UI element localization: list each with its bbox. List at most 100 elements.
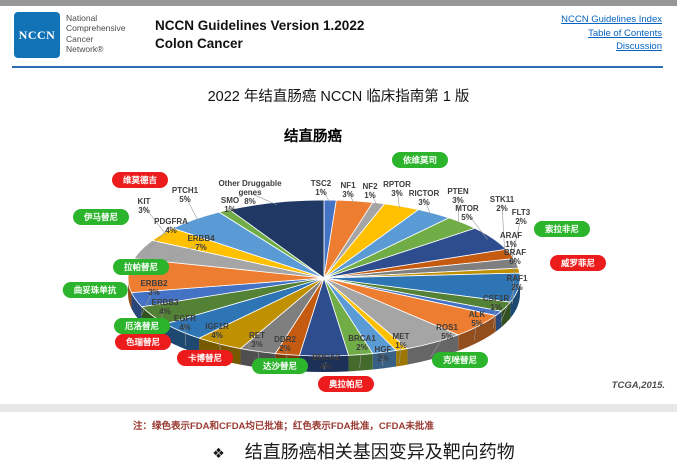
pie-slice-NF2	[323, 202, 386, 279]
pie-slice-BRAF	[323, 272, 521, 303]
gene-label-ERBB3: ERBB3 4%	[151, 297, 179, 316]
leader-line-PDGFRA	[147, 225, 172, 251]
pie-slice-side-CSF1R	[495, 311, 502, 332]
leader-line-TSC2	[320, 187, 331, 203]
drug-pill-8: 达沙替尼	[251, 358, 309, 374]
pie-slice-SMO	[217, 209, 325, 279]
pie-slice-ERBB3	[140, 277, 325, 325]
pie-slice-CSF1R	[323, 277, 503, 317]
leader-line-FLT3	[510, 216, 522, 264]
pie-slice-HGF	[323, 277, 397, 354]
pie-slice-EGFR	[164, 277, 325, 339]
leader-line-STK11	[501, 203, 506, 255]
leader-line-CSF1R	[493, 302, 497, 329]
leader-line-PTCH1	[184, 194, 199, 222]
gene-label-PDGFRA: PDGFRA 4%	[154, 216, 188, 235]
leader-line-NF2	[369, 190, 378, 206]
drug-pill-4: 索拉非尼	[533, 221, 591, 237]
pie-slice-ERBB2	[130, 277, 325, 308]
nccn-logo: NCCN	[14, 12, 60, 58]
top-edge-strip	[0, 0, 677, 6]
drug-pill-2: 伊马替尼	[72, 209, 130, 225]
leader-line-MTOR	[466, 212, 488, 240]
gene-label-IGF1R: IGF1R 4%	[205, 321, 229, 340]
link-table-of-contents[interactable]: Table of Contents	[588, 27, 662, 39]
leader-line-RET	[256, 339, 260, 366]
gene-label-ROS1: ROS1 5%	[436, 322, 458, 341]
pie-slice-side-ERBB4	[128, 278, 132, 309]
pie-slice-RICTOR	[323, 209, 451, 279]
gene-label-ARAF: ARAF 1%	[499, 230, 523, 249]
pie-slice-side-RET	[240, 348, 276, 370]
pie-slice-ROS1	[323, 277, 460, 350]
leader-line-ERBB4	[133, 242, 202, 276]
pie-slice-RPTOR	[323, 203, 420, 279]
drug-pill-5: 威罗菲尼	[549, 255, 607, 271]
link-guidelines-index[interactable]: NCCN Guidelines Index	[561, 14, 662, 25]
gene-label-STK11: STK11 2%	[489, 194, 515, 213]
guidelines-title-line1: NCCN Guidelines Version 1.2022	[155, 18, 365, 33]
diamond-bullet-icon: ❖	[212, 445, 225, 461]
drug-pill-7: 奥拉帕尼	[317, 376, 375, 392]
gene-label-TSC2: TSC2 1%	[310, 178, 332, 197]
pie-slice-STK11	[323, 248, 515, 279]
gene-label-PTCH1: PTCH1 5%	[171, 185, 199, 204]
drug-pill-9: 卡博替尼	[176, 350, 234, 366]
org-line: National	[66, 13, 98, 23]
gene-label-RAF1: RAF1 2%	[506, 273, 528, 292]
pie-slice-side-ROS1	[407, 334, 459, 365]
header-links: NCCN Guidelines Index Table of Contents …	[561, 13, 662, 54]
pie-slice-side-ERBB3	[141, 306, 166, 340]
leader-line-ERBB2	[141, 287, 155, 316]
pie-slice-IGF1R	[197, 277, 325, 350]
gene-label-RPTOR: RPTOR 3%	[383, 179, 411, 198]
leader-line-BRCA2	[323, 361, 327, 370]
gene-label-NF2: NF2 1%	[362, 181, 378, 200]
leader-line-ROS1	[430, 331, 448, 357]
link-discussion[interactable]: Discussion	[616, 41, 662, 52]
leader-line-ARAF	[510, 239, 514, 271]
pie-slice-side-BRAF	[510, 278, 520, 319]
pie-slice-TSC2	[323, 199, 337, 279]
gene-label-NF1: NF1 3%	[340, 180, 356, 199]
guidelines-title-line2: Colon Cancer	[155, 36, 243, 52]
leader-line-ALK	[473, 318, 478, 341]
slide-heading-text: 结直肠癌相关基因变异及靶向药物	[244, 442, 515, 462]
gene-label-CSF1R: CSF1R 1%	[482, 293, 510, 312]
pie-slice-ARAF	[323, 267, 521, 279]
approval-color-note: 注：绿色表示FDA和CFDA均已批准；红色表示FDA批准，CFDA未批准	[133, 421, 434, 432]
gene-label-PTEN: PTEN 3%	[447, 186, 469, 205]
pie-slice-side-ALK	[458, 315, 496, 351]
gene-label-Other Druggable genes: Other Druggable genes 8%	[218, 179, 282, 207]
pie-slice-ALK	[323, 277, 497, 336]
pie-slice-ERBB4	[127, 258, 325, 294]
drug-pill-6: 克唑替尼	[431, 352, 489, 368]
pie-slice-PDGFRA	[133, 239, 325, 279]
pie-slice-side-HGF	[372, 350, 397, 370]
gene-label-SMO: SMO 1%	[220, 195, 240, 214]
chart-title: 结直肠癌	[284, 129, 342, 145]
gene-label-BRCA1: BRCA1 2%	[348, 333, 376, 352]
pie-slice-KIT	[151, 227, 325, 279]
pie-slice-PTCH1	[171, 211, 325, 279]
pie-slice-RAF1	[323, 277, 512, 312]
guidelines-title: NCCN Guidelines Version 1.2022 Colon Can…	[155, 17, 364, 53]
pie-slice-side-MET	[396, 348, 408, 367]
leader-line-BRCA1	[359, 342, 363, 369]
leader-line-IGF1R	[216, 330, 223, 358]
gene-label-BRCA2: BRCA2 4%	[312, 352, 340, 371]
pie-slice-RET	[239, 277, 325, 354]
pie-slice-side-BRCA1	[348, 353, 373, 372]
drug-pill-12: 曲妥珠单抗	[62, 282, 128, 298]
drug-pill-10: 色瑞替尼	[114, 334, 172, 350]
pie-slice-side-BRCA2	[299, 355, 349, 372]
gene-label-ALK: ALK 5%	[468, 309, 486, 328]
leader-line-RICTOR	[423, 197, 432, 216]
pie-slice-side-IGF1R	[199, 338, 241, 365]
gene-label-KIT: KIT 3%	[137, 196, 151, 215]
pie-slice-side-EGFR	[165, 323, 200, 355]
leader-line-KIT	[143, 205, 167, 236]
